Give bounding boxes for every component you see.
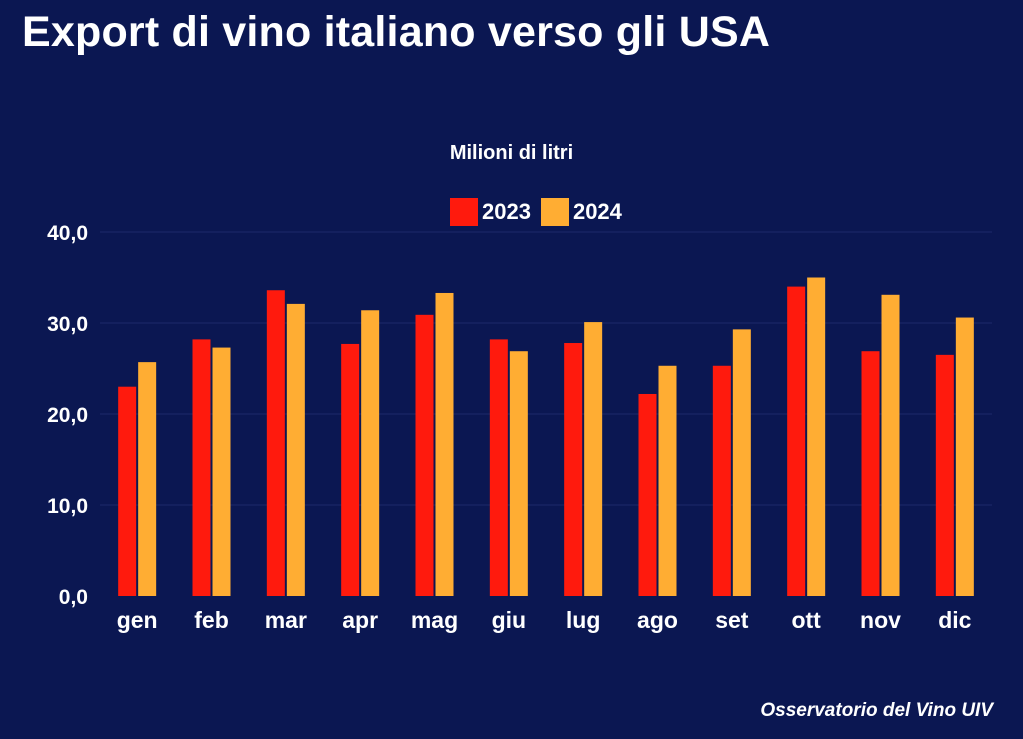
x-tick-label: set [715,607,749,633]
bar-2024-dic [955,317,974,596]
y-tick-label: 30,0 [47,313,88,336]
bar-2023-mag [415,314,434,596]
bar-2024-ott [807,277,826,596]
x-tick-label: feb [194,607,229,633]
bar-2023-ott [787,286,806,596]
x-tick-label: nov [860,607,901,633]
y-tick-label: 40,0 [47,222,88,245]
bar-2024-ago [658,365,677,596]
bar-2024-lug [584,322,603,596]
chart-title: Export di vino italiano verso gli USA [22,8,771,56]
legend-swatch-2024 [540,198,569,226]
x-tick-label: mar [265,607,307,633]
bar-2023-lug [564,343,583,596]
bar-2023-gen [118,386,137,596]
bar-2023-feb [192,339,211,596]
x-tick-label: giu [492,607,527,633]
y-tick-label: 10,0 [47,495,88,518]
legend-label-2023: 2023 [482,199,531,224]
bar-2024-apr [361,310,380,596]
bar-2024-nov [881,294,900,596]
x-tick-label: lug [566,607,601,633]
legend-swatch-2023 [450,198,478,226]
bar-2024-feb [212,347,231,596]
y-tick-label: 0,0 [59,586,88,609]
x-tick-label: gen [117,607,158,633]
source-credit: Osservatorio del Vino UIV [760,700,993,721]
bar-2023-apr [341,343,360,596]
legend-item-2023: 2023 [450,198,531,226]
legend: 2023 2024 [450,198,622,226]
x-tick-label: mag [411,607,458,633]
bar-2024-mag [435,292,454,596]
bar-2024-gen [138,362,157,596]
bar-2023-dic [935,354,954,596]
bar-2023-set [712,365,731,596]
bar-2024-set [732,329,751,596]
chart-subtitle: Milioni di litri [449,142,574,164]
x-tick-label: ott [791,607,821,633]
x-tick-label: dic [938,607,971,633]
legend-item-2024: 2024 [540,198,622,226]
bar-2023-nov [861,351,880,596]
legend-label-2024: 2024 [572,199,622,224]
bar-2023-ago [638,393,657,596]
bar-2023-mar [266,290,285,596]
bar-2024-giu [509,351,528,596]
x-tick-label: ago [637,607,678,633]
y-tick-label: 20,0 [47,404,88,427]
bar-2024-mar [286,303,305,596]
x-tick-label: apr [342,607,378,633]
bar-2023-giu [489,339,508,596]
